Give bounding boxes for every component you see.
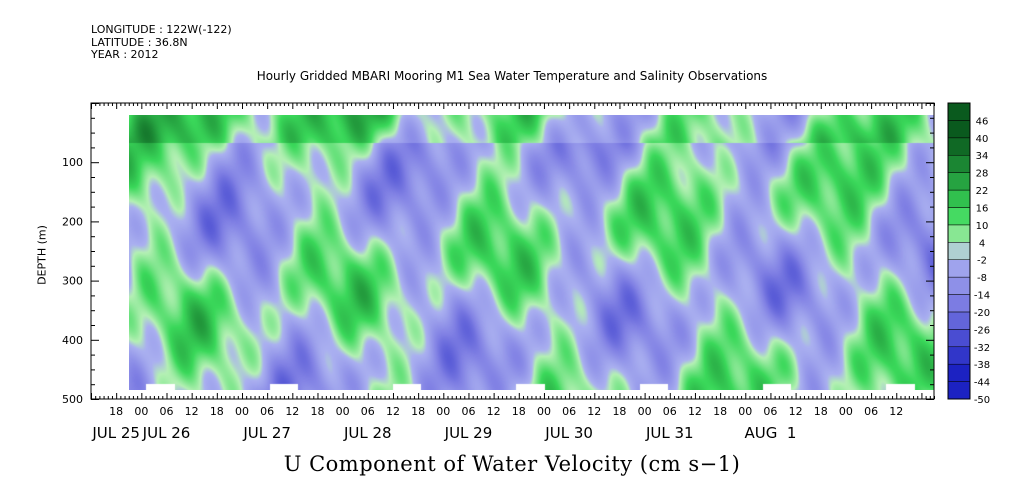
x-hour-tick-label: 06: [663, 405, 677, 418]
chart-title: Hourly Gridded MBARI Mooring M1 Sea Wate…: [256, 69, 768, 83]
x-day-label: JUL 28: [343, 424, 392, 442]
x-hour-tick-label: 18: [814, 405, 828, 418]
x-hour-tick-label: 18: [109, 405, 123, 418]
colorbar-swatch: [947, 276, 971, 295]
axes: 18 00 06 12 18 00 06 12 18 00 06 12 18 00 06 12 18 00 06 12…: [62, 102, 935, 442]
x-hour-tick-label: 00: [235, 405, 249, 418]
colorbar-level-label: -26: [974, 325, 990, 336]
colorbar-level-label: -50: [974, 395, 990, 406]
colorbar-swatch: [947, 154, 971, 173]
x-hour-tick-label: 00: [336, 405, 350, 418]
x-day-label: JUL 25: [91, 424, 140, 442]
x-hour-tick-label: 00: [537, 405, 551, 418]
colorbar-level-label: 28: [976, 169, 989, 180]
x-day-label: JUL 29: [444, 424, 493, 442]
colorbar-swatch: [947, 259, 971, 278]
colorbar-level-label: 22: [976, 186, 989, 197]
x-hour-tick-label: 12: [889, 405, 903, 418]
x-hour-tick-label: 18: [210, 405, 224, 418]
colorbar-level-label: -14: [974, 291, 990, 302]
colorbar-swatch: [947, 311, 971, 330]
x-hour-tick-label: 00: [638, 405, 652, 418]
colorbar-swatch: [947, 172, 971, 191]
colorbar-swatch: [947, 329, 971, 348]
x-hour-tick-label: 18: [310, 405, 324, 418]
colorbar-swatch: [947, 363, 971, 382]
longitude-label: LONGITUDE : 122W(-122): [91, 23, 232, 36]
y-tick-label: 400: [62, 334, 83, 347]
colorbar-level-label: 16: [976, 203, 989, 214]
y-tick-label: 300: [62, 275, 83, 288]
colorbar-level-label: 10: [976, 221, 989, 232]
x-hour-tick-label: 12: [185, 405, 199, 418]
x-hour-tick-label: 06: [361, 405, 375, 418]
x-hour-tick-label: 06: [562, 405, 576, 418]
x-hour-tick-label: 18: [411, 405, 425, 418]
y-tick-label: 100: [62, 156, 83, 169]
x-hour-tick-label: 18: [713, 405, 727, 418]
x-day-label: JUL 30: [544, 424, 593, 442]
colorbar-level-label: -2: [977, 256, 987, 267]
heatmap-field: [129, 115, 934, 390]
y-tick-label: 500: [62, 393, 83, 406]
x-day-label: AUG 1: [744, 424, 796, 442]
x-hour-tick-label: 12: [688, 405, 702, 418]
colorbar-level-label: 4: [979, 238, 985, 249]
colorbar-level-label: -8: [977, 273, 987, 284]
x-day-label: JUL 31: [645, 424, 694, 442]
x-hour-tick-label: 18: [512, 405, 526, 418]
colorbar-level-label: -32: [974, 343, 990, 354]
x-hour-tick-label: 12: [789, 405, 803, 418]
x-hour-tick-label: 06: [159, 405, 173, 418]
x-hour-tick-label: 00: [436, 405, 450, 418]
colorbar: -50 -44 -38 -32 -26 -20 -14 -8 -2 4 10 16 22 28 34 40 46: [947, 102, 990, 406]
x-hour-tick-label: 06: [461, 405, 475, 418]
colorbar-level-label: -20: [974, 308, 990, 319]
x-hour-tick-label: 00: [134, 405, 148, 418]
colorbar-level-label: -38: [974, 360, 990, 371]
x-hour-tick-label: 00: [839, 405, 853, 418]
colorbar-swatch: [947, 381, 971, 400]
y-tick-label: 200: [62, 215, 83, 228]
colorbar-swatch: [947, 294, 971, 313]
colorbar-swatch: [947, 137, 971, 156]
x-hour-tick-label: 12: [285, 405, 299, 418]
colorbar-swatch: [947, 224, 971, 243]
colorbar-frame: [947, 102, 971, 400]
x-hour-tick-label: 12: [587, 405, 601, 418]
x-hour-tick-label: 06: [763, 405, 777, 418]
x-hour-tick-label: 00: [738, 405, 752, 418]
colorbar-swatch: [947, 207, 971, 226]
colorbar-swatch: [947, 189, 971, 208]
year-label: YEAR : 2012: [91, 48, 159, 61]
x-day-label: JUL 27: [242, 424, 291, 442]
x-hour-tick-label: 18: [612, 405, 626, 418]
x-axis-label: U Component of Water Velocity (cm s−1): [283, 452, 741, 476]
colorbar-level-label: 46: [976, 116, 989, 127]
colorbar-level-label: -44: [974, 378, 990, 389]
latitude-label: LATITUDE : 36.8N: [91, 36, 188, 49]
colorbar-level-label: 34: [976, 151, 989, 162]
colorbar-swatch: [947, 242, 971, 260]
colorbar-level-label: 40: [976, 134, 989, 145]
x-hour-tick-label: 12: [386, 405, 400, 418]
colorbar-swatch: [947, 120, 971, 139]
x-hour-tick-label: 12: [487, 405, 501, 418]
heatmap-raster: [129, 115, 934, 390]
x-hour-tick-label: 06: [864, 405, 878, 418]
x-hour-tick-label: 06: [260, 405, 274, 418]
colorbar-swatch: [947, 102, 971, 121]
x-day-label: JUL 26: [142, 424, 191, 442]
colorbar-swatch: [947, 346, 971, 365]
